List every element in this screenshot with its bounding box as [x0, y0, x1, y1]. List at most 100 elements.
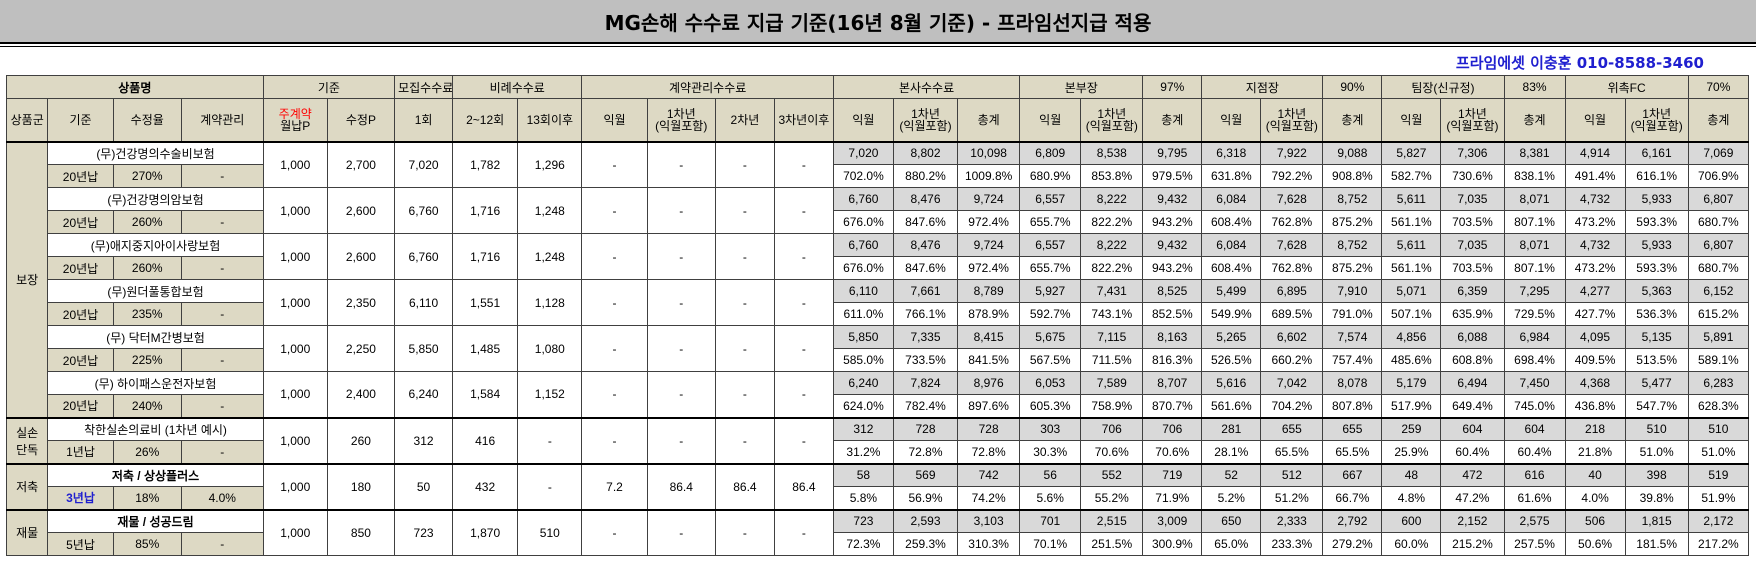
commission-amount: 7,589: [1080, 371, 1144, 395]
commission-amount: 506: [1564, 508, 1626, 533]
contract-mgmt-value: -: [646, 508, 716, 556]
commission-amount: 6,053: [1019, 371, 1082, 395]
contract-mgmt-value: -: [646, 416, 716, 464]
commission-pct: 676.0%: [832, 256, 894, 280]
commission-pct: 233.3%: [1260, 532, 1324, 556]
header-team-pct: 83%: [1503, 75, 1566, 99]
commission-amount: 8,071: [1503, 187, 1566, 211]
mgmt-rate: -: [180, 164, 264, 188]
header-fc: 위촉FC: [1564, 75, 1689, 99]
page-title: MG손해 수수료 지급 기준(16년 8월 기준) - 프라임선지급 적용: [604, 10, 1152, 35]
first-month-value: 6,760: [394, 187, 454, 234]
commission-pct: 624.0%: [832, 394, 894, 418]
product-row: (무) 하이패스운전자보험 1,000 2,400 6,240 1,584 1,152- -…: [7, 371, 1750, 418]
commission-amount: 650: [1201, 508, 1262, 533]
commission-amount: 706: [1142, 416, 1203, 441]
header-m13: 13회이후: [517, 98, 583, 142]
commission-pct: 4.0%: [1564, 486, 1626, 510]
commission-pct: 70.1%: [1019, 532, 1082, 556]
commission-pct: 507.1%: [1381, 302, 1442, 326]
commission-pct: 703.5%: [1440, 210, 1505, 234]
commission-amount: 6,240: [832, 371, 894, 395]
commission-pct: 608.4%: [1201, 210, 1262, 234]
product-pct-row: 20년납 260% - 676.0% 847.6% 972.4% 655.7% 822.2% 9…: [7, 256, 1750, 280]
commission-amount: 5,827: [1381, 140, 1442, 165]
header-cm-y3: 3차년이후: [773, 98, 834, 142]
header-group: 상품군: [5, 98, 49, 142]
commission-pct: 635.9%: [1440, 302, 1505, 326]
commission-pct: 782.4%: [892, 394, 959, 418]
commission-amount: 742: [957, 462, 1021, 487]
contract-mgmt-value: 86.4: [773, 462, 834, 510]
commission-pct: 409.5%: [1564, 348, 1626, 372]
header-cm-next: 익월: [581, 98, 648, 142]
commission-pct: 680.7%: [1687, 210, 1750, 234]
group-label-text: 재물: [16, 526, 39, 541]
contract-mgmt-value: -: [581, 279, 648, 326]
mgmt-rate: -: [180, 256, 264, 280]
commission-pct: 870.7%: [1142, 394, 1203, 418]
commission-pct: 39.8%: [1624, 486, 1689, 510]
commission-amount: 4,732: [1564, 187, 1626, 211]
header-division-next: 익월: [1019, 98, 1082, 142]
product-row: 저축 저축 / 상상플러스 1,000 180 50 432-7.2 86.4 86.4 86.…: [5, 462, 1750, 510]
commission-pct: 257.5%: [1503, 532, 1566, 556]
commission-amount: 472: [1440, 462, 1505, 487]
header-cm-y1: 1차년 (익월포함): [646, 98, 716, 142]
commission-amount: 8,538: [1080, 140, 1144, 165]
commission-amount: 48: [1381, 462, 1442, 487]
commission-amount: 303: [1019, 416, 1082, 441]
commission-amount: 58: [832, 462, 894, 487]
contract-mgmt-value: -: [581, 140, 648, 188]
commission-pct: 1009.8%: [957, 164, 1021, 188]
contact-info: 프라임에셋 이충훈 010-8588-3460: [1455, 54, 1704, 72]
commission-pct: 56.9%: [892, 486, 959, 510]
commission-pct: 730.6%: [1440, 164, 1505, 188]
header-contract-mgmt: 계약관리수수료: [581, 75, 834, 99]
m2-12-value: 1,716: [452, 233, 519, 280]
payment-term: 20년납: [47, 394, 114, 418]
premium-value: 1,000: [262, 371, 328, 418]
commission-amount: 52: [1201, 462, 1262, 487]
commission-amount: 728: [957, 416, 1021, 441]
commission-pct: 65.5%: [1260, 440, 1324, 464]
product-row: (무)건강명의암보험 1,000 2,600 6,760 1,716 1,248- - - -6…: [7, 187, 1750, 234]
commission-pct: 74.2%: [957, 486, 1021, 510]
payment-term: 20년납: [47, 348, 114, 372]
contract-mgmt-value: -: [581, 187, 648, 234]
commission-pct: 628.3%: [1687, 394, 1750, 418]
commission-amount: 2,172: [1687, 508, 1750, 533]
m13-value: 1,296: [517, 140, 583, 188]
contract-mgmt-value: -: [714, 325, 775, 372]
group-label-text: 저축: [16, 480, 39, 494]
commission-amount: 706: [1080, 416, 1144, 441]
header-cm-y1-bottom: (익월포함): [655, 118, 708, 133]
commission-pct: 631.8%: [1201, 164, 1262, 188]
commission-amount: 8,222: [1080, 187, 1144, 211]
commission-amount: 7,295: [1503, 279, 1566, 303]
contract-mgmt-value: -: [714, 279, 775, 326]
commission-amount: 6,110: [832, 279, 894, 303]
commission-pct: 71.9%: [1142, 486, 1203, 510]
header-branch-next: 익월: [1201, 98, 1262, 142]
commission-amount: 6,088: [1440, 325, 1505, 349]
commission-amount: 6,283: [1687, 371, 1750, 395]
commission-amount: 6,152: [1687, 279, 1750, 303]
commission-amount: 2,152: [1440, 508, 1505, 533]
commission-pct: 729.5%: [1503, 302, 1566, 326]
commission-amount: 5,850: [832, 325, 894, 349]
commission-amount: 5,179: [1381, 371, 1442, 395]
commission-pct: 762.8%: [1260, 256, 1324, 280]
commission-amount: 9,795: [1142, 140, 1203, 165]
adjust-rate: 260%: [112, 210, 182, 234]
header-row-1: 상품명 기준 모집수수료 비례수수료 계약관리수수료 본사수수료 본부장 97%…: [6, 75, 1750, 99]
contract-mgmt-value: -: [714, 371, 775, 418]
first-month-value: 6,110: [394, 279, 454, 326]
contract-mgmt-value: -: [581, 508, 648, 556]
commission-pct: 880.2%: [892, 164, 959, 188]
commission-amount: 2,593: [892, 508, 959, 533]
commission-amount: 600: [1381, 508, 1442, 533]
commission-pct: 875.2%: [1322, 256, 1383, 280]
header-hq-y1-top: 1차년: [911, 106, 940, 121]
premium-value: 1,000: [262, 279, 328, 326]
